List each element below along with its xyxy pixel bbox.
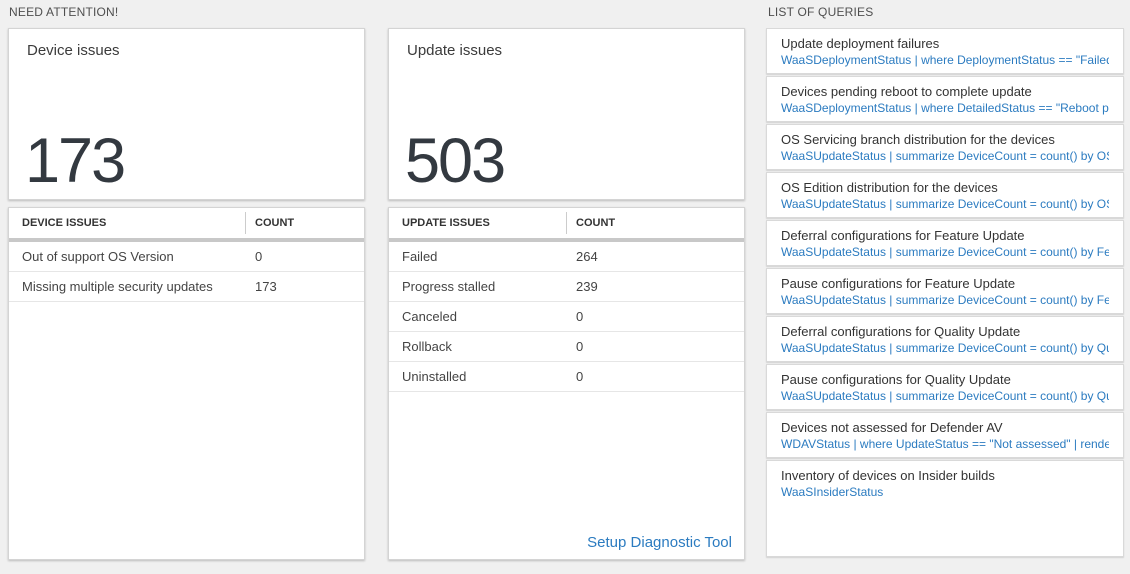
table-row[interactable]: Rollback 0 — [389, 332, 744, 362]
update-issues-header-count: COUNT — [566, 208, 744, 238]
query-text: WaaSUpdateStatus | summarize DeviceCount… — [781, 293, 1109, 307]
table-row[interactable]: Out of support OS Version 0 — [9, 242, 364, 272]
query-title: Update deployment failures — [781, 36, 940, 51]
update-issues-table-header: UPDATE ISSUES COUNT — [389, 208, 744, 238]
row-label: Out of support OS Version — [22, 249, 174, 264]
table-row[interactable]: Uninstalled 0 — [389, 362, 744, 392]
row-count: 0 — [576, 339, 584, 354]
query-title: Devices not assessed for Defender AV — [781, 420, 1003, 435]
update-issues-title: Update issues — [407, 42, 503, 59]
setup-diagnostic-tool-link[interactable]: Setup Diagnostic Tool — [587, 534, 732, 551]
query-item-defender-av-not-assessed[interactable]: Devices not assessed for Defender AV WDA… — [766, 412, 1124, 458]
query-text: WaaSUpdateStatus | summarize DeviceCount… — [781, 341, 1109, 355]
device-issues-tile[interactable]: Device issues 173 — [8, 28, 365, 200]
row-label: Uninstalled — [402, 369, 467, 384]
table-header-divider-bar — [9, 238, 364, 242]
query-item-pause-feature-update[interactable]: Pause configurations for Feature Update … — [766, 268, 1124, 314]
section-header-list-of-queries: LIST OF QUERIES — [768, 5, 874, 19]
row-count: 0 — [576, 309, 584, 324]
table-row[interactable]: Failed 264 — [389, 242, 744, 272]
query-title: Deferral configurations for Feature Upda… — [781, 228, 1025, 243]
device-issues-count: 173 — [25, 126, 126, 196]
query-title: Pause configurations for Quality Update — [781, 372, 1011, 387]
device-issues-table: DEVICE ISSUES COUNT Out of support OS Ve… — [8, 207, 365, 560]
query-list: Update deployment failures WaaSDeploymen… — [766, 28, 1124, 557]
query-title: OS Servicing branch distribution for the… — [781, 132, 1055, 147]
device-issues-header-count: COUNT — [245, 208, 364, 238]
section-header-need-attention: NEED ATTENTION! — [9, 5, 119, 19]
query-title: Deferral configurations for Quality Upda… — [781, 324, 1021, 339]
device-issues-table-header: DEVICE ISSUES COUNT — [9, 208, 364, 238]
query-item-deferral-quality-update[interactable]: Deferral configurations for Quality Upda… — [766, 316, 1124, 362]
row-label: Missing multiple security updates — [22, 279, 213, 294]
query-text: WaaSUpdateStatus | summarize DeviceCount… — [781, 245, 1109, 259]
query-text: WaaSDeploymentStatus | where DetailedSta… — [781, 101, 1109, 115]
device-issues-column: Device issues 173 DEVICE ISSUES COUNT Ou… — [8, 28, 365, 560]
row-count: 0 — [576, 369, 584, 384]
update-issues-header-label: UPDATE ISSUES — [402, 217, 490, 229]
table-row[interactable]: Missing multiple security updates 173 — [9, 272, 364, 302]
query-text: WaaSDeploymentStatus | where DeploymentS… — [781, 53, 1109, 67]
update-issues-table: UPDATE ISSUES COUNT Failed 264 Progress … — [388, 207, 745, 560]
query-text: WaaSInsiderStatus — [781, 485, 884, 499]
update-issues-tile[interactable]: Update issues 503 — [388, 28, 745, 200]
update-issues-column: Update issues 503 UPDATE ISSUES COUNT Fa… — [388, 28, 745, 560]
query-item-update-deployment-failures[interactable]: Update deployment failures WaaSDeploymen… — [766, 28, 1124, 74]
query-title: OS Edition distribution for the devices — [781, 180, 998, 195]
row-label: Rollback — [402, 339, 452, 354]
query-item-deferral-feature-update[interactable]: Deferral configurations for Feature Upda… — [766, 220, 1124, 266]
row-label: Canceled — [402, 309, 457, 324]
row-count: 173 — [255, 279, 277, 294]
table-row[interactable]: Progress stalled 239 — [389, 272, 744, 302]
row-label: Failed — [402, 249, 438, 264]
query-item-insider-builds-inventory[interactable]: Inventory of devices on Insider builds W… — [766, 460, 1124, 557]
query-title: Devices pending reboot to complete updat… — [781, 84, 1032, 99]
device-issues-header-label: DEVICE ISSUES — [22, 217, 107, 229]
query-item-os-edition-distribution[interactable]: OS Edition distribution for the devices … — [766, 172, 1124, 218]
query-text: WaaSUpdateStatus | summarize DeviceCount… — [781, 197, 1109, 211]
query-text: WaaSUpdateStatus | summarize DeviceCount… — [781, 149, 1109, 163]
row-label: Progress stalled — [402, 279, 496, 294]
query-title: Inventory of devices on Insider builds — [781, 468, 995, 483]
query-text: WDAVStatus | where UpdateStatus == "Not … — [781, 437, 1109, 451]
query-item-os-servicing-branch[interactable]: OS Servicing branch distribution for the… — [766, 124, 1124, 170]
row-count: 264 — [576, 249, 598, 264]
row-count: 239 — [576, 279, 598, 294]
device-issues-title: Device issues — [27, 42, 120, 59]
table-row[interactable]: Canceled 0 — [389, 302, 744, 332]
query-item-devices-pending-reboot[interactable]: Devices pending reboot to complete updat… — [766, 76, 1124, 122]
table-header-divider-bar — [389, 238, 744, 242]
update-issues-count: 503 — [405, 126, 506, 196]
query-text: WaaSUpdateStatus | summarize DeviceCount… — [781, 389, 1109, 403]
query-title: Pause configurations for Feature Update — [781, 276, 1016, 291]
query-item-pause-quality-update[interactable]: Pause configurations for Quality Update … — [766, 364, 1124, 410]
row-count: 0 — [255, 249, 263, 264]
